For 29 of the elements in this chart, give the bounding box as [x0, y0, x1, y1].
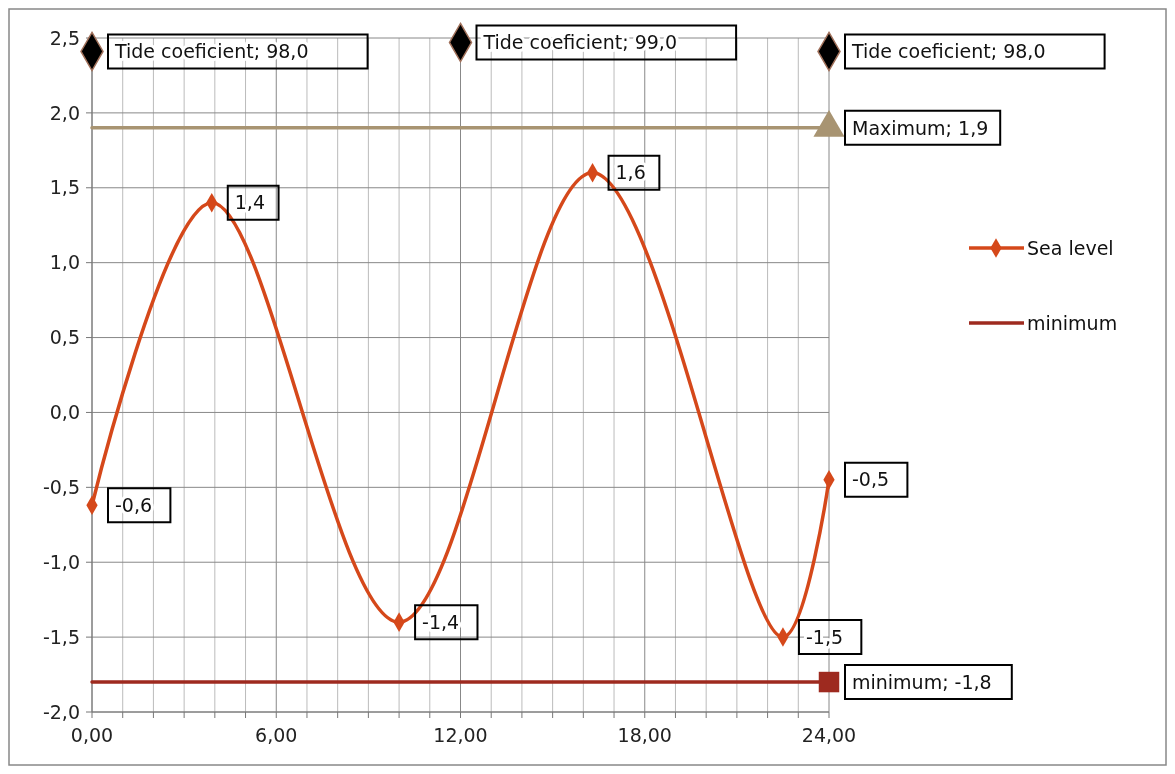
- legend-label: minimum: [1027, 311, 1118, 334]
- annotation: Tide coeficient; 98,0: [851, 40, 1046, 63]
- y-tick-label: 1,5: [49, 176, 80, 199]
- data-label: -1,4: [422, 610, 460, 633]
- data-label: 1,6: [615, 161, 646, 184]
- data-label: Maximum; 1,9: [852, 116, 989, 139]
- x-tick-label: 18,00: [617, 724, 672, 746]
- point: [818, 671, 840, 693]
- data-label: -0,5: [852, 468, 890, 491]
- y-tick-label: 0,5: [49, 326, 80, 349]
- y-tick-label: 2,0: [49, 101, 80, 124]
- y-tick-label: 2,5: [49, 26, 80, 49]
- x-tick-label: 24,00: [801, 724, 857, 746]
- x-tick-label: 12,00: [433, 724, 488, 746]
- data-label: minimum; -1,8: [852, 670, 992, 693]
- y-tick-label: -2,0: [42, 700, 80, 723]
- legend-label: Sea level: [1027, 236, 1114, 259]
- annotation: Tide coeficient; 99,0: [482, 31, 677, 54]
- data-label: -1,5: [805, 625, 844, 648]
- y-tick-label: -1,5: [42, 625, 80, 648]
- data-label: 1,4: [234, 191, 265, 214]
- data-label: -0,6: [115, 493, 153, 516]
- annotation: Tide coeficient; 98,0: [114, 40, 309, 63]
- y-tick-label: 1,0: [49, 251, 80, 274]
- x-tick-label: 6,00: [255, 724, 298, 746]
- y-tick-label: -1,0: [42, 550, 80, 573]
- y-tick-label: -0,5: [42, 475, 80, 498]
- y-tick-label: 0,0: [49, 401, 80, 424]
- x-tick-label: 0,00: [70, 724, 114, 746]
